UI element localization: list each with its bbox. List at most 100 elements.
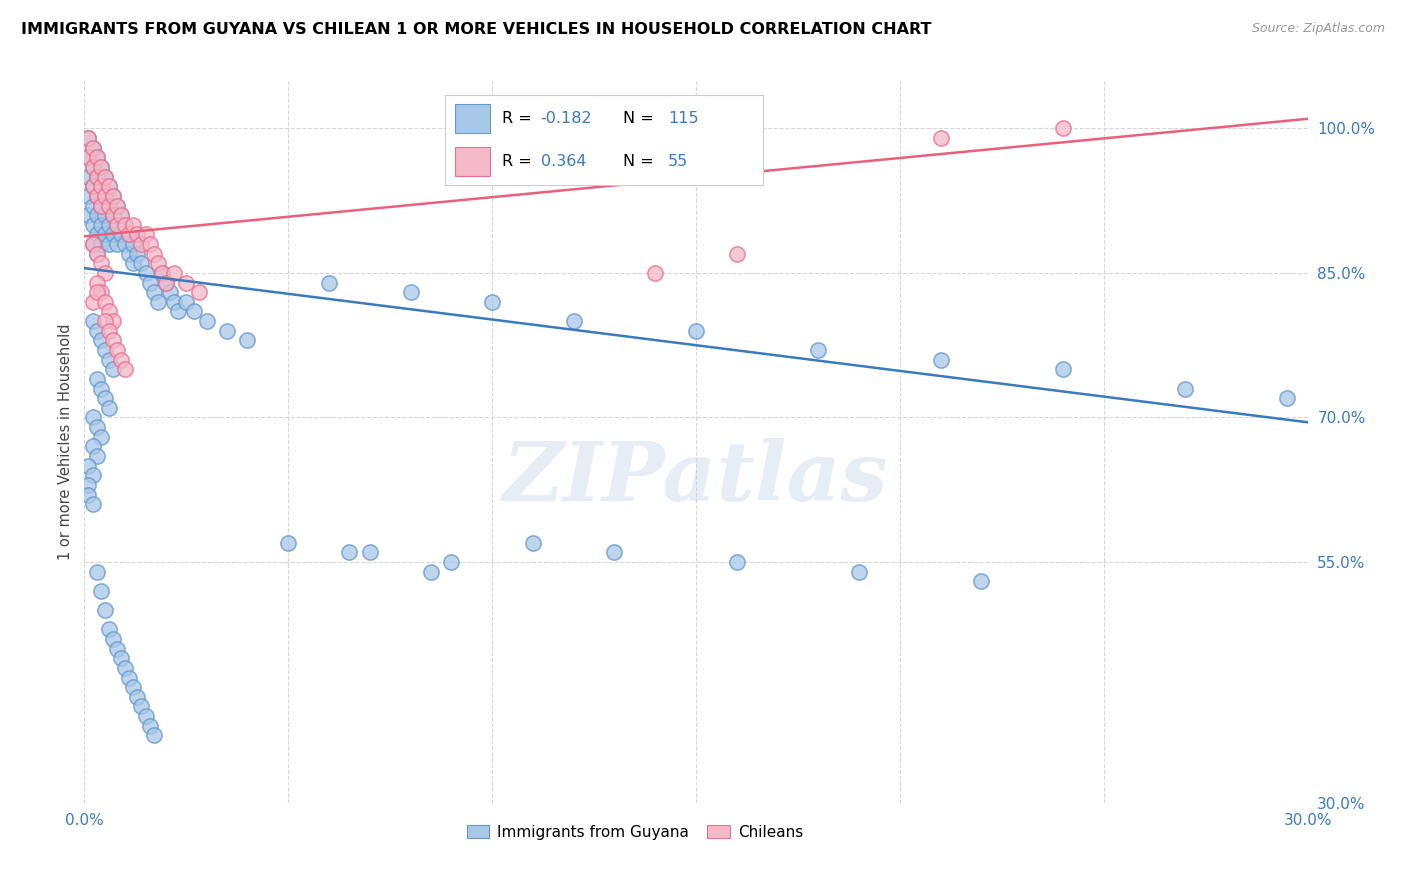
Point — [138, 276, 160, 290]
Point — [97, 179, 120, 194]
Point — [138, 237, 160, 252]
Point — [90, 160, 112, 174]
Point — [86, 246, 108, 260]
Point — [929, 131, 952, 145]
Point — [97, 623, 120, 637]
Text: IMMIGRANTS FROM GUYANA VS CHILEAN 1 OR MORE VEHICLES IN HOUSEHOLD CORRELATION CH: IMMIGRANTS FROM GUYANA VS CHILEAN 1 OR M… — [21, 22, 932, 37]
Point — [105, 237, 128, 252]
Point — [90, 198, 112, 212]
Point — [93, 227, 115, 242]
Point — [93, 294, 115, 309]
Point — [86, 227, 108, 242]
Point — [110, 208, 132, 222]
Point — [110, 208, 132, 222]
Point — [82, 179, 104, 194]
Point — [163, 266, 186, 280]
Point — [159, 285, 181, 300]
Point — [101, 208, 124, 222]
Point — [82, 497, 104, 511]
Point — [174, 294, 197, 309]
Point — [82, 468, 104, 483]
Point — [101, 632, 124, 646]
Point — [150, 266, 173, 280]
Point — [82, 141, 104, 155]
Point — [122, 237, 145, 252]
Point — [77, 458, 100, 473]
Legend: Immigrants from Guyana, Chileans: Immigrants from Guyana, Chileans — [460, 819, 810, 846]
Point — [399, 285, 422, 300]
Point — [77, 131, 100, 145]
Point — [114, 218, 136, 232]
Point — [77, 150, 100, 164]
Point — [90, 218, 112, 232]
Point — [93, 169, 115, 184]
Point — [90, 179, 112, 194]
Point — [82, 160, 104, 174]
Point — [118, 227, 141, 242]
Point — [77, 150, 100, 164]
Point — [155, 276, 177, 290]
Point — [105, 218, 128, 232]
Point — [110, 352, 132, 367]
Point — [122, 680, 145, 694]
Point — [644, 266, 666, 280]
Y-axis label: 1 or more Vehicles in Household: 1 or more Vehicles in Household — [58, 323, 73, 560]
Point — [167, 304, 190, 318]
Point — [277, 535, 299, 549]
Point — [318, 276, 340, 290]
Point — [1277, 391, 1299, 405]
Point — [90, 256, 112, 270]
Point — [82, 294, 104, 309]
Point — [1052, 121, 1074, 136]
Point — [150, 266, 173, 280]
Point — [110, 227, 132, 242]
Point — [142, 246, 165, 260]
Point — [101, 208, 124, 222]
Point — [339, 545, 361, 559]
Point — [93, 189, 115, 203]
Point — [114, 661, 136, 675]
Point — [101, 227, 124, 242]
Point — [82, 141, 104, 155]
Point — [1174, 382, 1197, 396]
Point — [97, 304, 120, 318]
Point — [82, 198, 104, 212]
Point — [97, 237, 120, 252]
Text: ZIPatlas: ZIPatlas — [503, 438, 889, 517]
Point — [86, 276, 108, 290]
Point — [114, 218, 136, 232]
Point — [86, 565, 108, 579]
Point — [970, 574, 993, 589]
Point — [440, 555, 463, 569]
Point — [146, 294, 169, 309]
Point — [135, 709, 157, 723]
Point — [93, 343, 115, 357]
Point — [90, 198, 112, 212]
Point — [481, 294, 503, 309]
Point — [90, 382, 112, 396]
Point — [127, 246, 149, 260]
Point — [135, 227, 157, 242]
Point — [93, 266, 115, 280]
Point — [77, 487, 100, 501]
Point — [131, 256, 153, 270]
Point — [97, 352, 120, 367]
Point — [93, 603, 115, 617]
Point — [118, 227, 141, 242]
Point — [114, 362, 136, 376]
Point — [82, 237, 104, 252]
Point — [86, 324, 108, 338]
Point — [105, 641, 128, 656]
Point — [82, 160, 104, 174]
Point — [105, 343, 128, 357]
Point — [110, 651, 132, 665]
Point — [97, 218, 120, 232]
Point — [93, 189, 115, 203]
Point — [138, 719, 160, 733]
Point — [142, 285, 165, 300]
Point — [101, 189, 124, 203]
Point — [183, 304, 205, 318]
Point — [101, 334, 124, 348]
Point — [131, 699, 153, 714]
Point — [101, 189, 124, 203]
